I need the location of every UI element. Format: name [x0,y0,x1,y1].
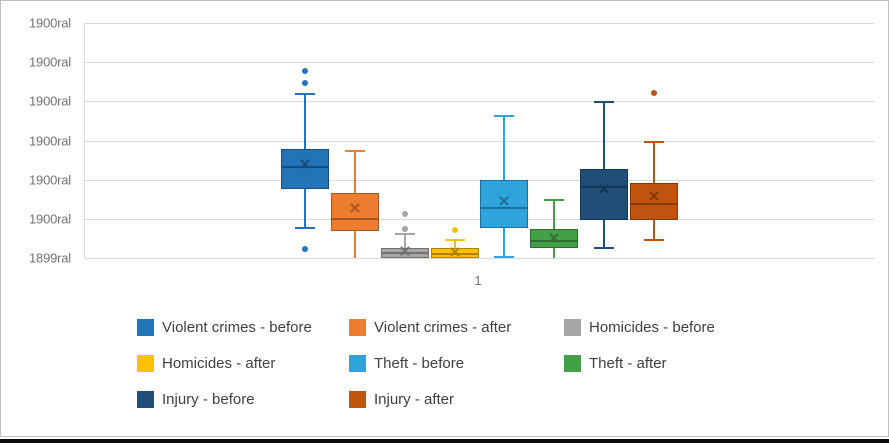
mean-marker [449,246,461,258]
median-line [430,253,479,256]
gridline [85,62,874,63]
whisker-cap-high [345,150,365,153]
whisker-cap-high [594,101,614,104]
legend-item-injury-before[interactable]: Injury - before [137,389,255,409]
whisker-cap-high [544,199,565,202]
y-tick-label: 1900ral [29,172,71,188]
whisker-high [652,142,655,184]
legend-label: Violent crimes - after [374,318,512,336]
median-line [331,217,379,220]
median-line [530,240,579,243]
mean-marker [399,245,411,257]
box-violent-crimes-after[interactable] [331,192,379,231]
gridline [85,101,874,102]
bottom-border-bar [0,439,889,443]
box-injury-before[interactable] [580,168,628,220]
y-tick-label: 1900ral [29,54,71,70]
whisker-cap-high [295,92,316,95]
legend-item-violent-crimes-after[interactable]: Violent crimes - after [349,317,511,337]
whisker-low [503,227,506,257]
mean-marker [349,202,361,214]
whisker-high [403,234,406,248]
legend-swatch-homicides-after [137,354,154,372]
whisker-cap-high [394,233,415,236]
plot-area [84,23,874,259]
whisker-high [304,93,307,150]
legend-item-homicides-before[interactable]: Homicides - before [564,317,715,337]
whisker-high [603,102,605,169]
legend-label: Injury - before [162,390,255,408]
outlier-point [302,79,309,86]
legend-item-injury-after[interactable]: Injury - after [349,389,454,409]
x-axis-category-label: 1 [474,273,482,288]
legend-swatch-theft-before [349,354,366,372]
whisker-low [652,219,655,240]
mean-marker [648,190,660,202]
legend-swatch-violent-crimes-before [137,318,154,336]
gridline [85,23,874,24]
whisker-cap-low [494,255,515,258]
gridline [85,180,874,181]
y-tick-label: 1900ral [29,15,71,31]
gridline [85,258,874,259]
whisker-cap-low [643,238,664,241]
whisker-high [453,239,456,248]
mean-marker [598,183,610,195]
whisker-high [553,200,556,229]
gridline [85,219,874,220]
legend-label: Theft - before [374,354,465,372]
median-line [480,206,529,209]
legend-label: Homicides - before [589,318,715,336]
gridline [85,141,874,142]
outlier-point [650,90,657,97]
legend-item-theft-before[interactable]: Theft - before [349,353,464,373]
median-line [629,202,678,205]
outlier-point [302,68,309,75]
legend-label: Homicides - after [162,354,276,372]
legend-swatch-violent-crimes-after [349,318,366,336]
whisker-cap-high [494,114,515,117]
legend-item-theft-after[interactable]: Theft - after [564,353,667,373]
whisker-low [603,219,605,249]
legend-label: Injury - after [374,390,455,408]
legend-item-violent-crimes-before[interactable]: Violent crimes - before [137,317,312,337]
outlier-point [401,225,408,232]
legend-label: Violent crimes - before [162,318,312,336]
mean-marker [548,232,560,244]
legend-label: Theft - after [589,354,667,372]
y-tick-label: 1900ral [29,133,71,148]
outlier-point [451,227,458,234]
legend-swatch-theft-after [564,354,581,372]
mean-marker [299,158,311,170]
box-theft-before[interactable] [480,180,529,228]
whisker-cap-high [643,141,664,144]
y-tick-label: 1900ral [29,211,71,227]
y-tick-label: 1899ral [29,250,71,266]
whisker-low [553,247,556,258]
whisker-low [354,230,356,258]
whisker-high [503,115,506,181]
box-injury-after[interactable] [629,183,678,220]
whisker-low [304,189,307,228]
box-violent-crimes-before[interactable] [281,149,330,190]
whisker-high [354,151,356,193]
median-line [281,166,330,169]
whisker-cap-low [594,247,614,250]
legend-swatch-homicides-before [564,318,581,336]
legend-swatch-injury-after [349,390,366,408]
legend-item-homicides-after[interactable]: Homicides - after [137,353,275,373]
outlier-point [401,211,408,218]
mean-marker [498,195,510,207]
outlier-point [302,245,309,252]
whisker-cap-high [444,238,465,241]
whisker-cap-low [295,226,316,229]
y-tick-label: 1900ral [29,93,71,109]
median-line [380,252,429,255]
legend-swatch-injury-before [137,390,154,408]
